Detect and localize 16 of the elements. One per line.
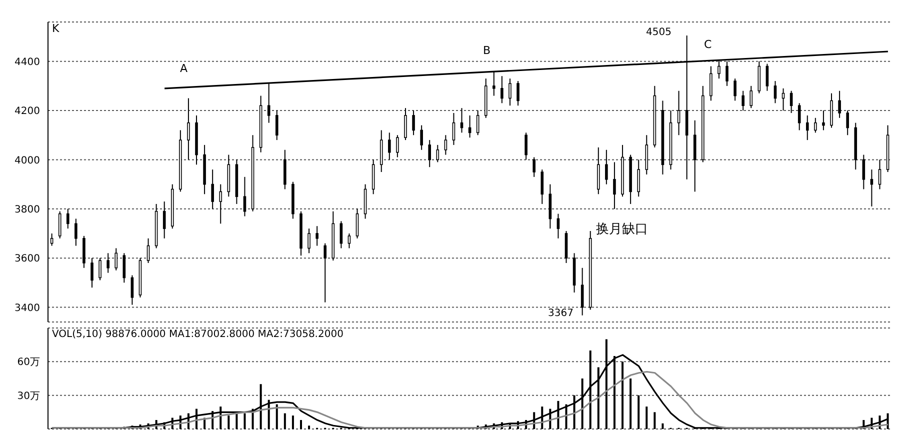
y-tick-label: 30万 <box>17 390 40 402</box>
annotation: K <box>52 22 60 35</box>
y-tick-label: 3800 <box>14 204 40 216</box>
chart-title: VOL(5,10) 98876.0000 MA1:87002.8000 MA2:73058.2000 <box>52 329 344 340</box>
y-tick-label: 3400 <box>14 302 40 314</box>
y-tick-label: 4200 <box>14 106 40 118</box>
y-tick-label: 4000 <box>14 155 40 166</box>
annotation: 4505 <box>646 27 672 38</box>
y-tick-label: 3600 <box>14 254 40 265</box>
y-tick-label: 60万 <box>17 357 40 368</box>
annotation: 3367 <box>548 308 574 319</box>
annotation: C <box>704 38 712 51</box>
annotation: A <box>180 62 188 75</box>
annotation: 换月缺口 <box>596 221 648 238</box>
y-tick-label: 4400 <box>14 56 40 68</box>
annotation: B <box>483 44 491 57</box>
